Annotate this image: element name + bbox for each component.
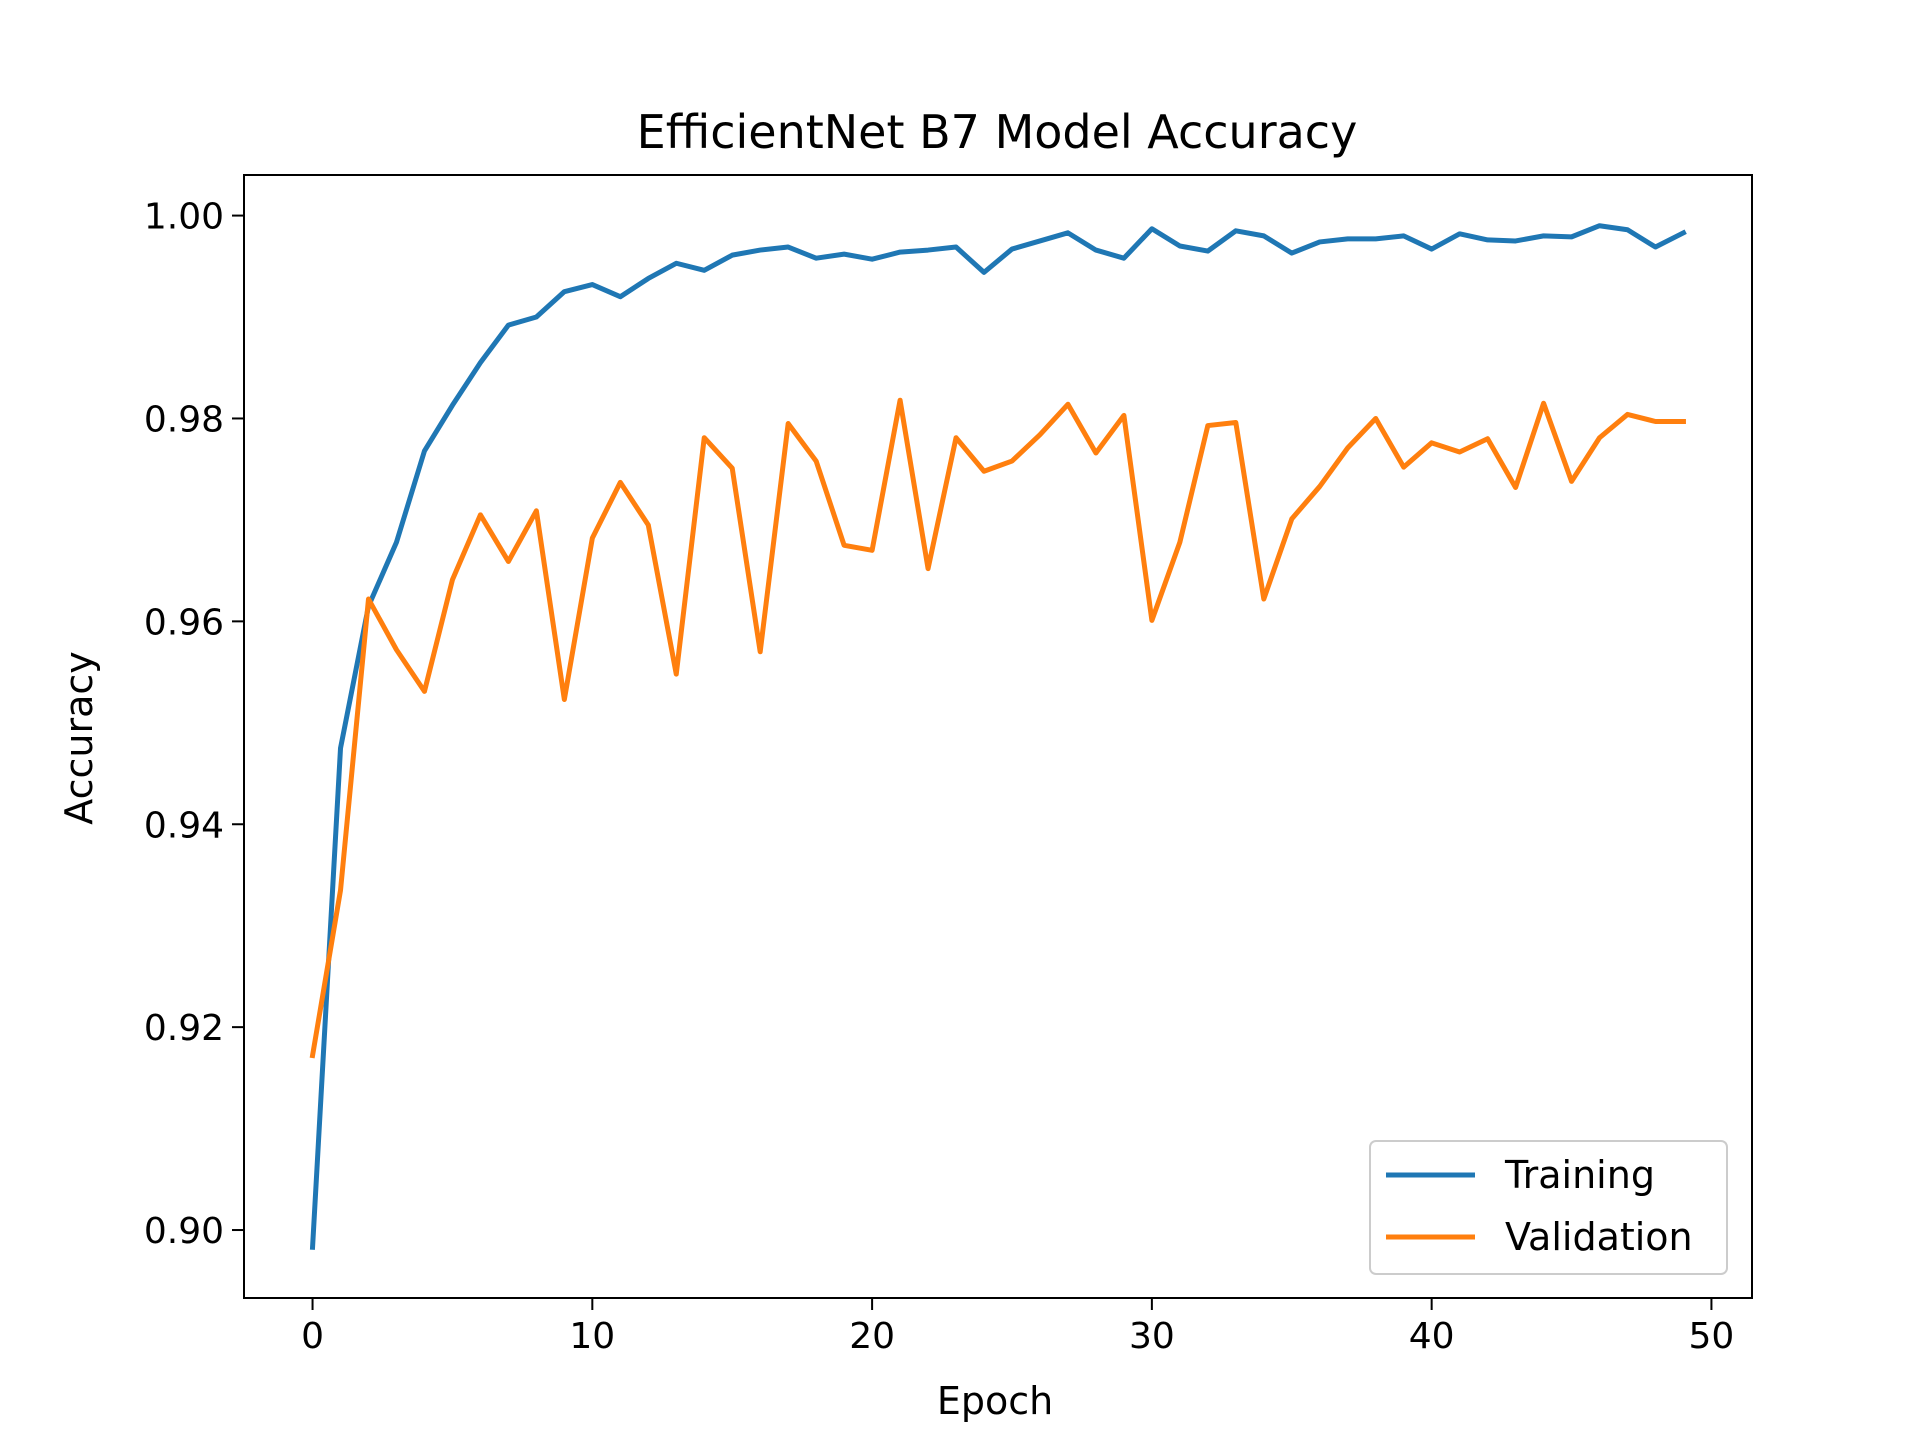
x-tick-label: 50 (1689, 1316, 1735, 1357)
x-axis-label: Epoch (937, 1379, 1053, 1423)
legend-label-validation: Validation (1505, 1215, 1693, 1259)
y-tick-label: 1.00 (144, 197, 224, 238)
series-lines (309, 223, 1687, 1250)
chart-title: EfficientNet B7 Model Accuracy (637, 105, 1358, 159)
series-line-validation (309, 397, 1686, 1059)
legend: Training Validation (1369, 1140, 1728, 1275)
series-line-training (309, 223, 1687, 1250)
x-tick-label: 20 (849, 1316, 895, 1357)
plot-area (243, 174, 1753, 1299)
y-tick-label: 0.94 (144, 805, 224, 846)
x-tick-label: 30 (1129, 1316, 1175, 1357)
y-tick-label: 0.98 (144, 399, 224, 440)
x-tick-label: 40 (1409, 1316, 1455, 1357)
y-tick-label: 0.96 (144, 602, 224, 643)
axes-frame (243, 174, 1753, 1299)
x-tick-label: 0 (301, 1316, 324, 1357)
y-tick-label: 0.90 (144, 1211, 224, 1252)
x-axis: 0 10 20 30 40 50 (301, 1298, 1734, 1357)
legend-label-training: Training (1504, 1153, 1655, 1197)
y-axis-label: Accuracy (57, 651, 101, 825)
x-tick-label: 10 (569, 1316, 615, 1357)
y-tick-label: 0.92 (144, 1008, 224, 1049)
y-axis: 0.90 0.92 0.94 0.96 0.98 1.00 (144, 197, 244, 1252)
